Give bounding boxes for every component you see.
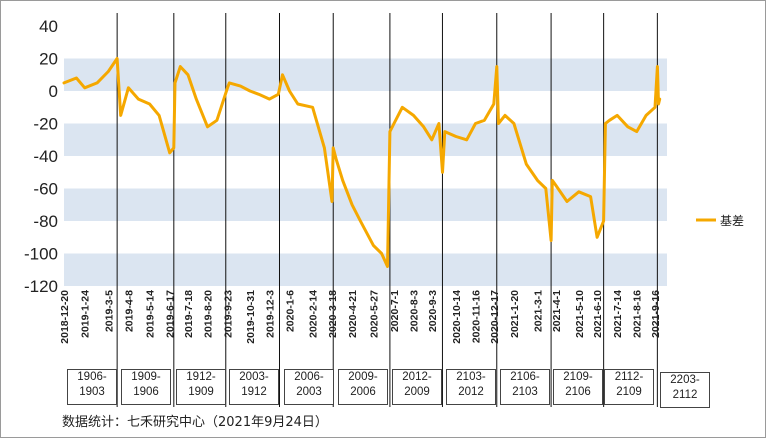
contract-window-box: 2106- 2103	[500, 369, 550, 405]
grid-band	[64, 253, 667, 286]
contract-window-box: 2012- 2009	[392, 369, 442, 405]
x-tick-label: 2019-12-3	[264, 290, 276, 338]
x-tick-label: 2019-1-24	[80, 290, 92, 338]
legend: 基差	[696, 214, 744, 228]
legend-label: 基差	[720, 214, 744, 228]
source-note: 数据统计：七禾研究中心（2021年9月24日）	[62, 415, 328, 430]
x-tick-label: 2021-5-10	[574, 290, 586, 338]
y-tick-label: -60	[33, 180, 58, 199]
x-tick-label: 2019-5-14	[145, 290, 157, 338]
x-tick-label: 2020-10-14	[451, 290, 463, 344]
x-tick-label: 2020-5-27	[368, 290, 380, 338]
series-line-basis	[62, 57, 662, 268]
x-tick-label: 2019-10-31	[245, 290, 257, 344]
x-tick-label: 2018-12-20	[59, 290, 71, 344]
x-axis: 2018-12-20 2019-1-24 2019-3-5 2019-4-8 2019-…	[59, 290, 662, 344]
y-tick-label: 40	[39, 17, 58, 36]
contract-window-box: 2003- 1912	[229, 369, 279, 405]
contract-window-box: 2009- 2006	[338, 369, 388, 405]
x-tick-label: 2020-4-21	[347, 290, 359, 338]
x-tick-label: 2020-1-6	[285, 290, 297, 332]
x-tick-label: 2019-9-23	[223, 290, 235, 338]
contract-window-box: 2112- 2109	[604, 369, 654, 405]
contract-window-box: 2203- 2112	[660, 372, 710, 408]
x-tick-label: 2020-11-16	[471, 290, 483, 343]
x-tick-label: 2020-12-17	[489, 290, 501, 344]
y-tick-label: -40	[33, 147, 58, 166]
y-tick-label: -20	[33, 115, 58, 134]
contract-window-box: 1909- 1906	[121, 369, 171, 405]
x-tick-label: 2021-1-20	[509, 290, 521, 338]
x-tick-label: 2021-8-16	[632, 290, 644, 338]
grid-band	[64, 188, 667, 221]
x-tick-label: 2021-4-1	[551, 290, 563, 332]
grid-band	[64, 123, 667, 156]
x-tick-label: 2019-8-20	[202, 290, 214, 338]
contract-window-box: 2109- 2106	[553, 369, 603, 405]
x-tick-label: 2021-7-14	[612, 290, 624, 338]
x-tick-label: 2020-7-1	[389, 290, 401, 332]
y-tick-label: -80	[33, 212, 58, 231]
y-tick-label: -120	[24, 277, 58, 296]
x-tick-label: 2020-9-3	[427, 290, 439, 332]
x-tick-label: 2019-7-18	[183, 290, 195, 338]
x-tick-label: 2019-4-8	[123, 290, 135, 332]
grid-band	[64, 58, 667, 91]
x-tick-label: 2021-3-1	[533, 290, 545, 332]
y-axis: 40 20 0 -20 -40 -60 -80 -100 -120	[24, 17, 58, 296]
x-tick-label: 2021-6-10	[592, 290, 604, 338]
x-tick-label: 2019-6-17	[165, 290, 177, 338]
contract-window-box: 1906- 1903	[67, 369, 117, 405]
contract-window-box: 1912- 1909	[176, 369, 226, 405]
x-tick-label: 2019-3-5	[103, 290, 115, 332]
x-tick-label: 2020-8-3	[409, 290, 421, 332]
contract-window-box: 2006- 2003	[284, 369, 334, 405]
x-tick-label: 2021-9-16	[650, 290, 662, 338]
contract-window-box: 2103- 2012	[446, 369, 496, 405]
y-tick-label: -100	[24, 245, 58, 264]
grid-bands	[64, 58, 667, 286]
x-tick-label: 2020-2-14	[308, 290, 320, 338]
x-tick-label: 2020-3-18	[327, 290, 339, 338]
y-tick-label: 0	[49, 82, 58, 101]
y-tick-label: 20	[39, 50, 58, 69]
